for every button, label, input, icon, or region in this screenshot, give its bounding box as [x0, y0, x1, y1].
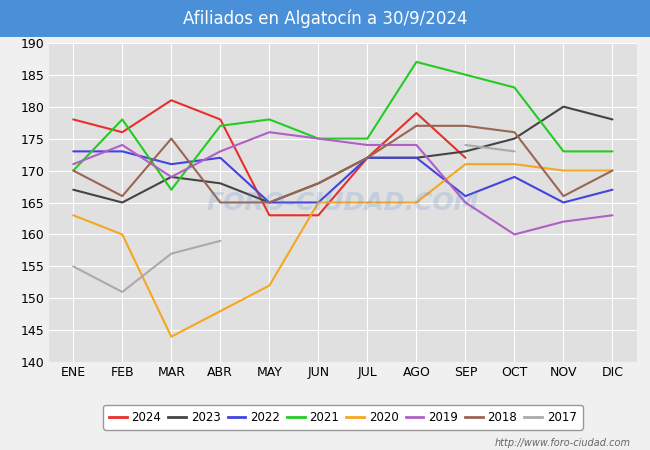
Text: Afiliados en Algatocín a 30/9/2024: Afiliados en Algatocín a 30/9/2024: [183, 9, 467, 28]
Text: FORO-CIUDAD.COM: FORO-CIUDAD.COM: [207, 190, 479, 215]
Text: http://www.foro-ciudad.com: http://www.foro-ciudad.com: [495, 438, 630, 448]
Legend: 2024, 2023, 2022, 2021, 2020, 2019, 2018, 2017: 2024, 2023, 2022, 2021, 2020, 2019, 2018…: [103, 405, 582, 430]
